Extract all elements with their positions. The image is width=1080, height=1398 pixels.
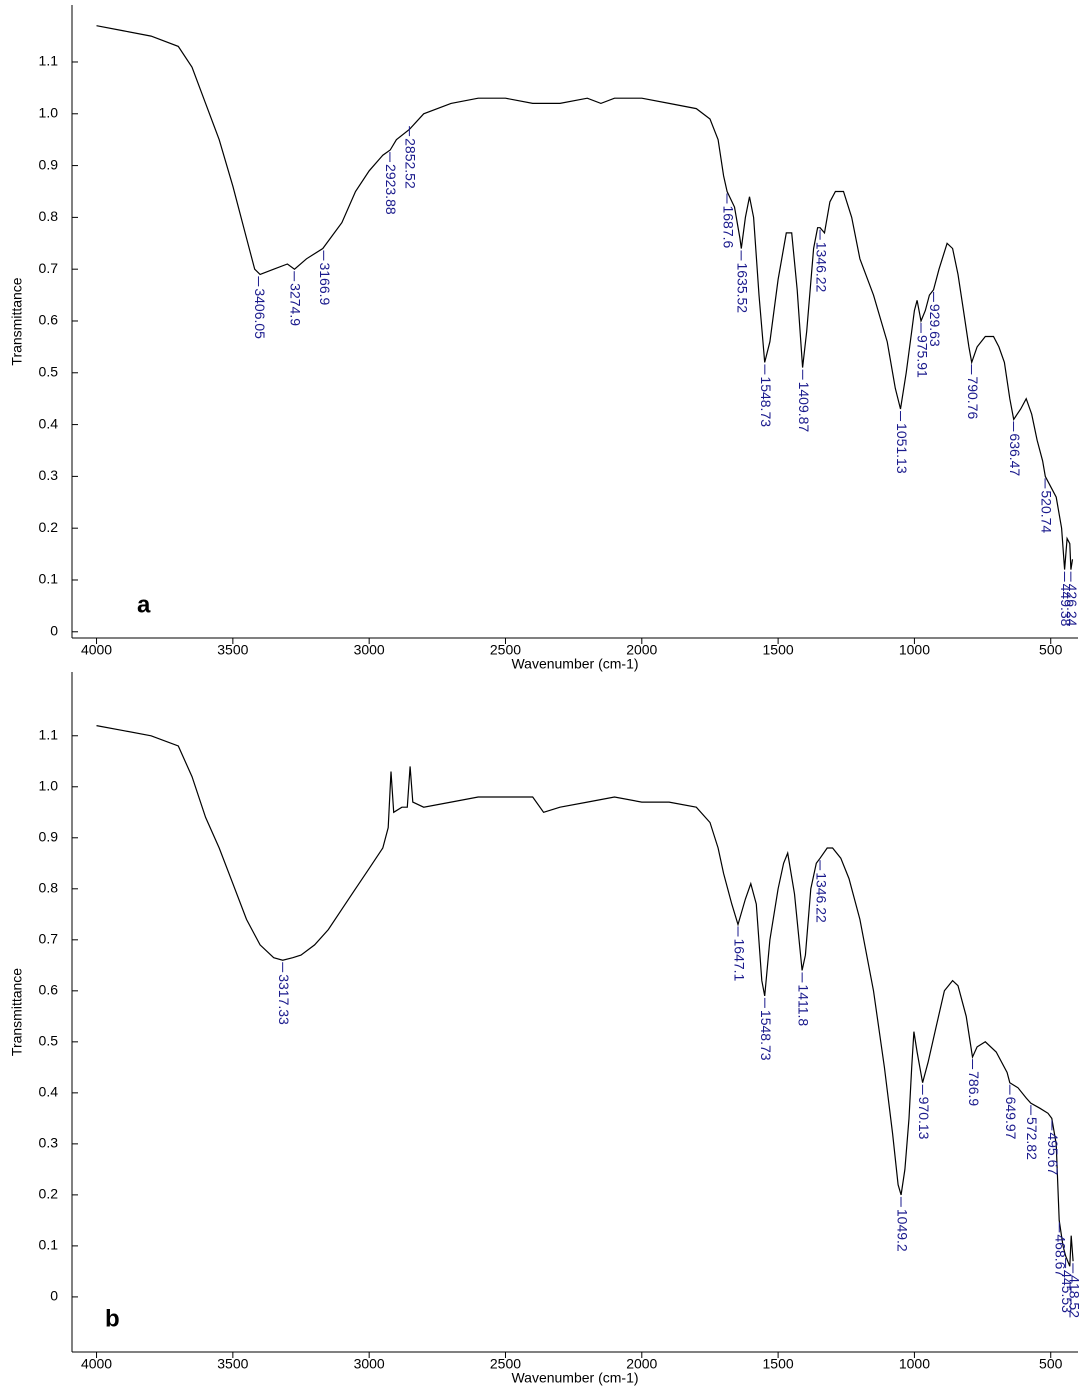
annotation-label: 426.24 — [1064, 584, 1080, 627]
x-tick-label: 2000 — [626, 1356, 657, 1372]
annotation-label: 649.97 — [1003, 1097, 1019, 1140]
x-tick-label: 3500 — [217, 642, 248, 658]
annotation-label: 520.74 — [1038, 490, 1054, 533]
y-tick-label: 1.0 — [39, 104, 59, 120]
y-axis-label: Transmittance — [9, 968, 25, 1056]
annotation-label: 786.9 — [966, 1071, 982, 1106]
annotation-label: 929.63 — [927, 304, 943, 347]
annotation-label: 970.13 — [916, 1097, 932, 1140]
spectrum-line — [96, 725, 1074, 1267]
x-tick-label: 1000 — [899, 642, 930, 658]
y-tick-label: 0.3 — [39, 1135, 59, 1151]
x-tick-label: 4000 — [81, 1356, 112, 1372]
annotation-label: 1051.13 — [894, 423, 910, 474]
spectrum-line — [96, 25, 1074, 570]
annotation-label: 1346.22 — [813, 872, 829, 923]
y-tick-label: 0.5 — [39, 1033, 59, 1049]
x-tick-label: 2500 — [490, 642, 521, 658]
y-tick-label: 0.2 — [39, 1186, 59, 1202]
y-tick-label: 0.4 — [39, 415, 59, 431]
y-tick-label: 0.8 — [39, 208, 59, 224]
y-tick-label: 1.1 — [39, 53, 59, 69]
annotation-label: 3406.05 — [252, 288, 268, 339]
panel-label: b — [105, 1305, 120, 1332]
y-tick-label: 1.1 — [39, 726, 59, 742]
annotation-label: 418.52 — [1066, 1275, 1080, 1318]
y-tick-label: 0.1 — [39, 1237, 59, 1253]
x-tick-label: 4000 — [81, 642, 112, 658]
annotation-label: 2852.52 — [403, 138, 419, 189]
x-tick-label: 500 — [1039, 642, 1063, 658]
annotation-label: 468.67 — [1053, 1234, 1069, 1277]
annotation-label: 1409.87 — [796, 382, 812, 433]
annotation-label: 1647.1 — [731, 939, 747, 982]
y-tick-label: 0.9 — [39, 828, 59, 844]
annotation-label: 3274.9 — [288, 283, 304, 326]
panel-label: a — [137, 591, 151, 618]
annotation-label: 2923.88 — [383, 164, 399, 215]
x-tick-label: 3500 — [217, 1356, 248, 1372]
y-tick-label: 0 — [50, 622, 58, 638]
y-tick-label: 0.5 — [39, 363, 59, 379]
annotation-label: 495.67 — [1045, 1132, 1061, 1175]
annotation-label: 3317.33 — [276, 974, 292, 1025]
annotation-label: 1635.52 — [734, 262, 750, 313]
annotation-label: 449.38 — [1058, 584, 1074, 627]
annotation-label: 445.53 — [1059, 1270, 1075, 1313]
annotation-label: 790.76 — [965, 376, 981, 419]
y-tick-label: 0.6 — [39, 982, 59, 998]
x-tick-label: 2500 — [490, 1356, 521, 1372]
x-axis-label: Wavenumber (cm-1) — [511, 1370, 638, 1386]
y-tick-label: 0.3 — [39, 467, 59, 483]
y-tick-label: 0.1 — [39, 571, 59, 587]
y-tick-label: 0.9 — [39, 156, 59, 172]
y-tick-label: 0.7 — [39, 931, 59, 947]
y-tick-label: 0 — [50, 1288, 58, 1304]
y-tick-label: 0.6 — [39, 312, 59, 328]
annotation-label: 1548.73 — [758, 376, 774, 427]
x-axis-label: Wavenumber (cm-1) — [511, 656, 638, 672]
x-tick-label: 3000 — [354, 642, 385, 658]
annotation-label: 975.91 — [914, 335, 930, 378]
annotation-label: 572.82 — [1024, 1117, 1040, 1160]
annotation-label: 1687.6 — [720, 205, 736, 248]
y-tick-label: 0.7 — [39, 260, 59, 276]
x-tick-label: 1500 — [763, 642, 794, 658]
annotation-label: 1346.22 — [813, 242, 829, 293]
x-tick-label: 1000 — [899, 1356, 930, 1372]
annotation-label: 636.47 — [1007, 433, 1023, 476]
y-axis-label: Transmittance — [9, 277, 25, 365]
x-tick-label: 3000 — [354, 1356, 385, 1372]
annotation-label: 1049.2 — [894, 1209, 910, 1252]
annotation-label: 1548.73 — [758, 1010, 774, 1061]
y-tick-label: 0.8 — [39, 880, 59, 896]
x-tick-label: 2000 — [626, 642, 657, 658]
y-tick-label: 0.2 — [39, 519, 59, 535]
annotation-label: 3166.9 — [317, 262, 333, 305]
y-tick-label: 1.0 — [39, 777, 59, 793]
y-tick-label: 0.4 — [39, 1084, 59, 1100]
annotation-label: 1411.8 — [795, 984, 811, 1026]
x-tick-label: 1500 — [763, 1356, 794, 1372]
x-tick-label: 500 — [1039, 1356, 1063, 1372]
